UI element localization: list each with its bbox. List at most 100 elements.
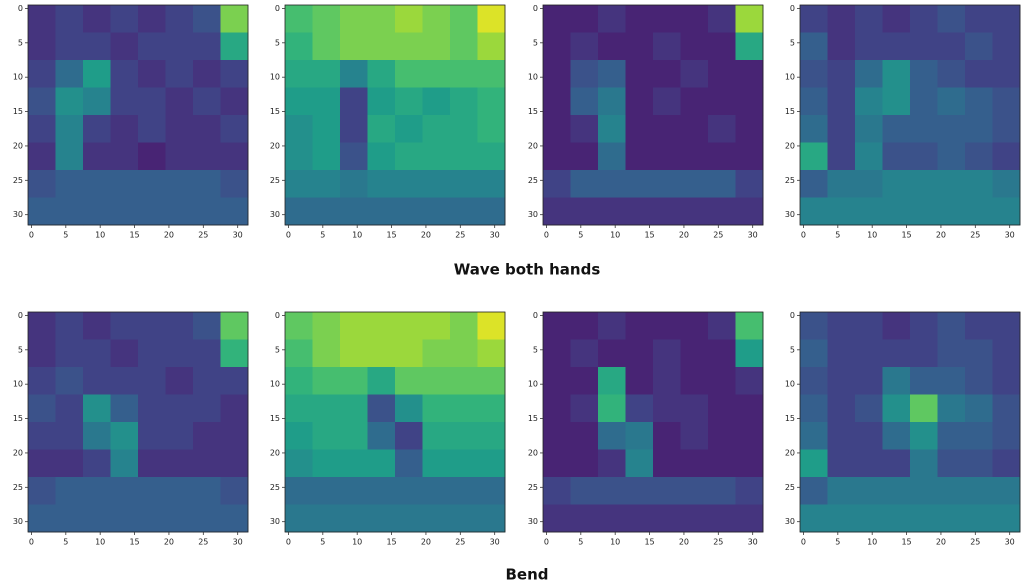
heatmap-cell	[800, 339, 828, 368]
heatmap-cell	[28, 504, 56, 533]
y-tick-label: 15	[13, 414, 23, 423]
heatmap-cell	[367, 422, 396, 450]
y-tick-label: 25	[13, 483, 23, 492]
heatmap-cell	[653, 312, 681, 340]
heatmap-cell	[855, 367, 883, 395]
heatmap-cell	[220, 339, 249, 368]
heatmap-cell	[110, 115, 139, 143]
y-tick-label: 5	[18, 345, 23, 354]
heatmap-cell	[680, 312, 709, 340]
heatmap-cell	[625, 60, 654, 88]
heatmap-cell	[220, 312, 249, 340]
x-tick-label: 20	[421, 231, 431, 240]
y-tick-label: 30	[785, 210, 795, 219]
heatmap-cell	[543, 5, 571, 33]
y-tick-label: 15	[528, 107, 538, 116]
heatmap-cell	[910, 477, 938, 505]
x-tick-label: 30	[1005, 538, 1015, 547]
heatmap-cell	[477, 339, 506, 368]
heatmap-cell	[83, 367, 111, 395]
heatmap-cell	[653, 197, 681, 226]
y-tick-label: 30	[13, 210, 23, 219]
axes-frame	[799, 311, 1021, 533]
heatmap-cell	[340, 32, 368, 61]
heatmap-cell	[193, 5, 221, 33]
heatmap-cell	[138, 422, 166, 450]
heatmap-cell	[543, 197, 571, 226]
heatmap-cell	[193, 115, 221, 143]
heatmap-cell	[220, 197, 249, 226]
heatmap-cell	[340, 477, 368, 505]
y-tick-label: 5	[275, 38, 280, 47]
heatmap-cell	[285, 394, 313, 423]
x-tick-label: 25	[970, 231, 980, 240]
x-tick-label: 25	[713, 538, 723, 547]
heatmap-cell	[395, 197, 423, 226]
y-tick-label: 10	[270, 73, 280, 82]
x-tick-label: 20	[421, 538, 431, 547]
heatmap-cell	[543, 87, 571, 116]
heatmap-cell	[992, 504, 1021, 533]
heatmap-cell	[827, 197, 856, 226]
x-tick-label: 25	[198, 231, 208, 240]
heatmap-cell	[653, 87, 681, 116]
heatmap-cell	[855, 449, 883, 478]
heatmap-cell	[735, 339, 764, 368]
heatmap-cell	[992, 197, 1021, 226]
heatmap-cell	[193, 504, 221, 533]
y-tick-label: 10	[13, 380, 23, 389]
heatmap-cell	[83, 339, 111, 368]
heatmap-cell	[477, 449, 506, 478]
y-tick-label: 25	[13, 176, 23, 185]
heatmap-cell	[165, 115, 194, 143]
heatmap-cell	[28, 60, 56, 88]
heatmap-cell	[83, 422, 111, 450]
heatmap-cell	[598, 197, 626, 226]
heatmap-cell	[910, 142, 938, 171]
heatmap-cell	[910, 197, 938, 226]
heatmap-cell	[312, 394, 341, 423]
heatmap-cell	[193, 32, 221, 61]
heatmap-cell	[55, 422, 84, 450]
heatmap-cell	[827, 32, 856, 61]
heatmap-cell	[882, 477, 911, 505]
heatmap-cell	[367, 5, 396, 33]
y-tick-label: 5	[18, 38, 23, 47]
heatmap-cell	[193, 170, 221, 198]
heatmap-cell	[992, 115, 1021, 143]
heatmap-cell	[735, 87, 764, 116]
y-tick-label: 30	[528, 517, 538, 526]
y-tick-label: 20	[785, 448, 795, 457]
heatmap-cell	[55, 312, 84, 340]
axes-frame	[27, 311, 249, 533]
heatmap-cell	[680, 339, 709, 368]
heatmap-cell	[312, 170, 341, 198]
heatmap-cell	[910, 312, 938, 340]
heatmap-cell	[653, 504, 681, 533]
heatmap-cell	[735, 422, 764, 450]
x-tick-label: 30	[1005, 231, 1015, 240]
heatmap-cell	[708, 449, 736, 478]
heatmap-cell	[422, 504, 451, 533]
heatmap-cell	[193, 367, 221, 395]
x-tick-label: 5	[320, 538, 325, 547]
heatmap-cell	[827, 5, 856, 33]
heatmap-cell	[570, 422, 599, 450]
y-tick-label: 0	[18, 4, 23, 13]
heatmap-cell	[855, 394, 883, 423]
heatmap-cell	[910, 32, 938, 61]
x-tick-label: 0	[544, 231, 549, 240]
heatmap-cell	[422, 142, 451, 171]
heatmap-cell	[422, 477, 451, 505]
y-tick-label: 25	[785, 483, 795, 492]
heatmap-cell	[138, 477, 166, 505]
heatmap-cell	[450, 197, 478, 226]
heatmap-cell	[653, 367, 681, 395]
heatmap-cell	[83, 477, 111, 505]
heatmap-cell	[965, 394, 993, 423]
heatmap-cell	[800, 60, 828, 88]
heatmap-cell	[625, 394, 654, 423]
heatmap-cell	[220, 32, 249, 61]
heatmap-cell	[570, 449, 599, 478]
heatmap-cell	[735, 197, 764, 226]
